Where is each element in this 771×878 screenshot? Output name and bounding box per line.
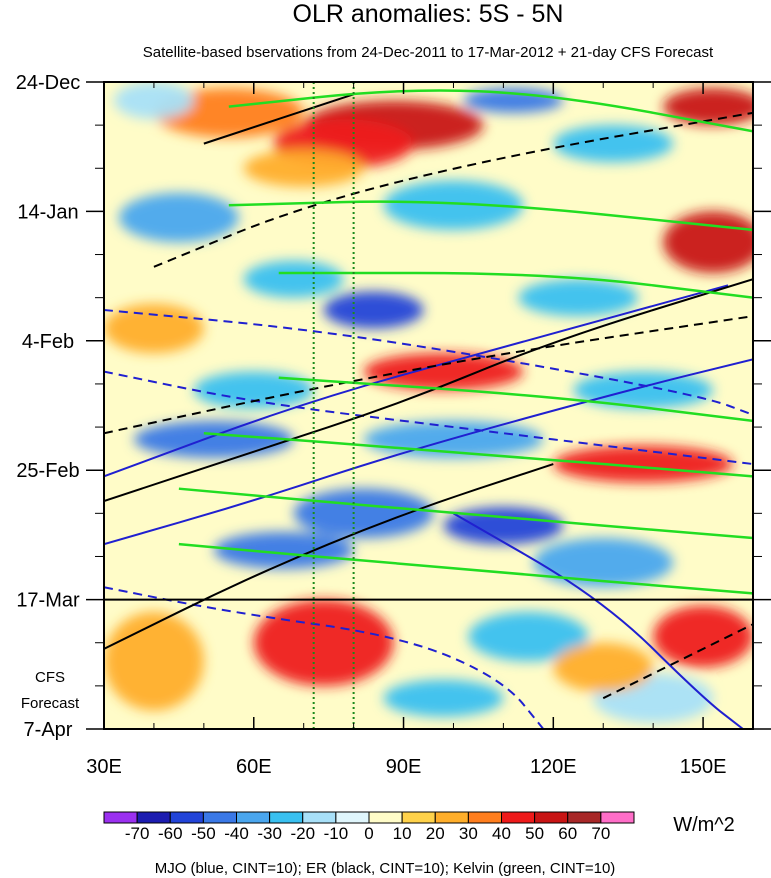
kelvin-contour — [278, 271, 753, 299]
colorbar-swatch — [302, 811, 337, 824]
chart-subtitle: Satellite-based bservations from 24-Dec-… — [143, 44, 714, 61]
colorbar-level-label: 20 — [426, 824, 445, 843]
anomaly-blob — [518, 279, 639, 317]
anomaly-blob — [113, 82, 194, 119]
colorbar-level-label: -20 — [290, 824, 315, 843]
y-tick-label: 24-Dec — [16, 72, 80, 94]
colorbar-level-label: -30 — [257, 824, 282, 843]
colorbar-swatch — [202, 811, 237, 824]
anomaly-blob — [443, 507, 564, 545]
anomaly-blob — [553, 125, 674, 163]
colorbar-level-label: -50 — [191, 824, 216, 843]
mjo-contour — [104, 284, 729, 478]
anomaly-blob — [213, 531, 354, 569]
anomaly-blob — [553, 642, 654, 693]
y-tick-label: 4-Feb — [22, 331, 74, 353]
colorbar-level-label: 40 — [492, 824, 511, 843]
anomaly-blob — [118, 192, 239, 243]
y-tick-label: 14-Jan — [17, 201, 78, 223]
anomaly-blob — [663, 211, 753, 274]
anomaly-blob — [104, 611, 204, 711]
colorbar-swatch — [501, 811, 536, 824]
forecast-label-line2: Forecast — [21, 695, 80, 712]
colorbar: -70 -60 -50 -40 -30 -20 -10 0 10 20 30 40 50 60 70 — [103, 811, 635, 843]
colorbar-units: W/m^2 — [673, 814, 735, 836]
y-tick-label: 7-Apr — [24, 719, 73, 741]
anomaly-blob — [383, 679, 504, 717]
colorbar-swatch — [567, 811, 602, 824]
kelvin-contour — [228, 89, 753, 133]
mjo-contour — [104, 370, 753, 466]
x-tick-label: 30E — [86, 756, 122, 778]
colorbar-level-label: 30 — [459, 824, 478, 843]
y-tick-label: 25-Feb — [16, 460, 79, 482]
colorbar-level-label: -70 — [125, 824, 150, 843]
kelvin-contour — [178, 487, 753, 540]
x-tick-label: 90E — [386, 756, 422, 778]
anomaly-blob — [323, 291, 424, 329]
anomaly-blob — [553, 445, 734, 483]
anomaly-blob — [533, 537, 674, 588]
colorbar-swatch — [401, 811, 436, 824]
anomaly-blob — [663, 88, 753, 126]
anomaly-blob — [573, 371, 714, 409]
colorbar-swatch — [169, 811, 204, 824]
axes: 30E 60E 90E 120E 150E 24-Dec 14-Jan 4-Feb 25-Feb… — [16, 72, 771, 778]
x-tick-label: 60E — [236, 756, 272, 778]
anomaly-blob — [243, 260, 344, 298]
plot-frame — [103, 81, 754, 730]
colorbar-level-label: -60 — [158, 824, 183, 843]
anomaly-blob — [193, 371, 314, 409]
chart-title: OLR anomalies: 5S - 5N — [293, 0, 564, 28]
contour-legend-footer: MJO (blue, CINT=10); ER (black, CINT=10)… — [155, 860, 616, 877]
colorbar-level-label: 10 — [393, 824, 412, 843]
colorbar-swatch — [103, 811, 138, 824]
y-tick-label: 17-Mar — [16, 590, 80, 612]
anomaly-blob — [463, 88, 564, 113]
kelvin-contour — [278, 376, 753, 423]
kelvin-contour — [203, 431, 753, 478]
er-contour — [104, 278, 753, 502]
colorbar-swatch — [534, 811, 569, 824]
er-contour — [203, 93, 354, 145]
colorbar-level-label: 0 — [364, 824, 373, 843]
colorbar-level-label: -40 — [224, 824, 249, 843]
colorbar-swatch — [335, 811, 370, 824]
colorbar-swatch — [269, 811, 304, 824]
mjo-contour — [104, 358, 753, 546]
anomaly-blob — [383, 180, 524, 230]
colorbar-swatch — [467, 811, 502, 824]
colorbar-swatch — [600, 811, 635, 824]
kelvin-contour — [228, 200, 753, 232]
anomaly-blob — [243, 149, 364, 187]
er-contour — [602, 623, 753, 700]
anomaly-blob — [133, 420, 294, 458]
anomaly-blob — [653, 605, 753, 668]
kelvin-contour — [178, 542, 753, 595]
x-tick-label: 150E — [680, 756, 727, 778]
plot-area — [103, 81, 754, 730]
colorbar-level-label: 70 — [591, 824, 610, 843]
mjo-contour — [452, 512, 744, 729]
anomaly-blob — [468, 611, 589, 662]
x-tick-label: 120E — [530, 756, 577, 778]
colorbar-level-label: 50 — [525, 824, 544, 843]
colorbar-level-label: -10 — [324, 824, 349, 843]
colorbar-swatch — [434, 811, 469, 824]
colorbar-swatch — [236, 811, 271, 824]
er-contour — [153, 111, 753, 268]
colorbar-swatch — [136, 811, 171, 824]
anomaly-blob — [363, 353, 524, 391]
colorbar-level-label: 60 — [558, 824, 577, 843]
colorbar-swatch — [368, 811, 403, 824]
mjo-contour — [104, 308, 753, 416]
forecast-label-line1: CFS — [35, 669, 65, 686]
anomaly-blob — [253, 599, 394, 686]
mjo-contour — [104, 586, 545, 729]
